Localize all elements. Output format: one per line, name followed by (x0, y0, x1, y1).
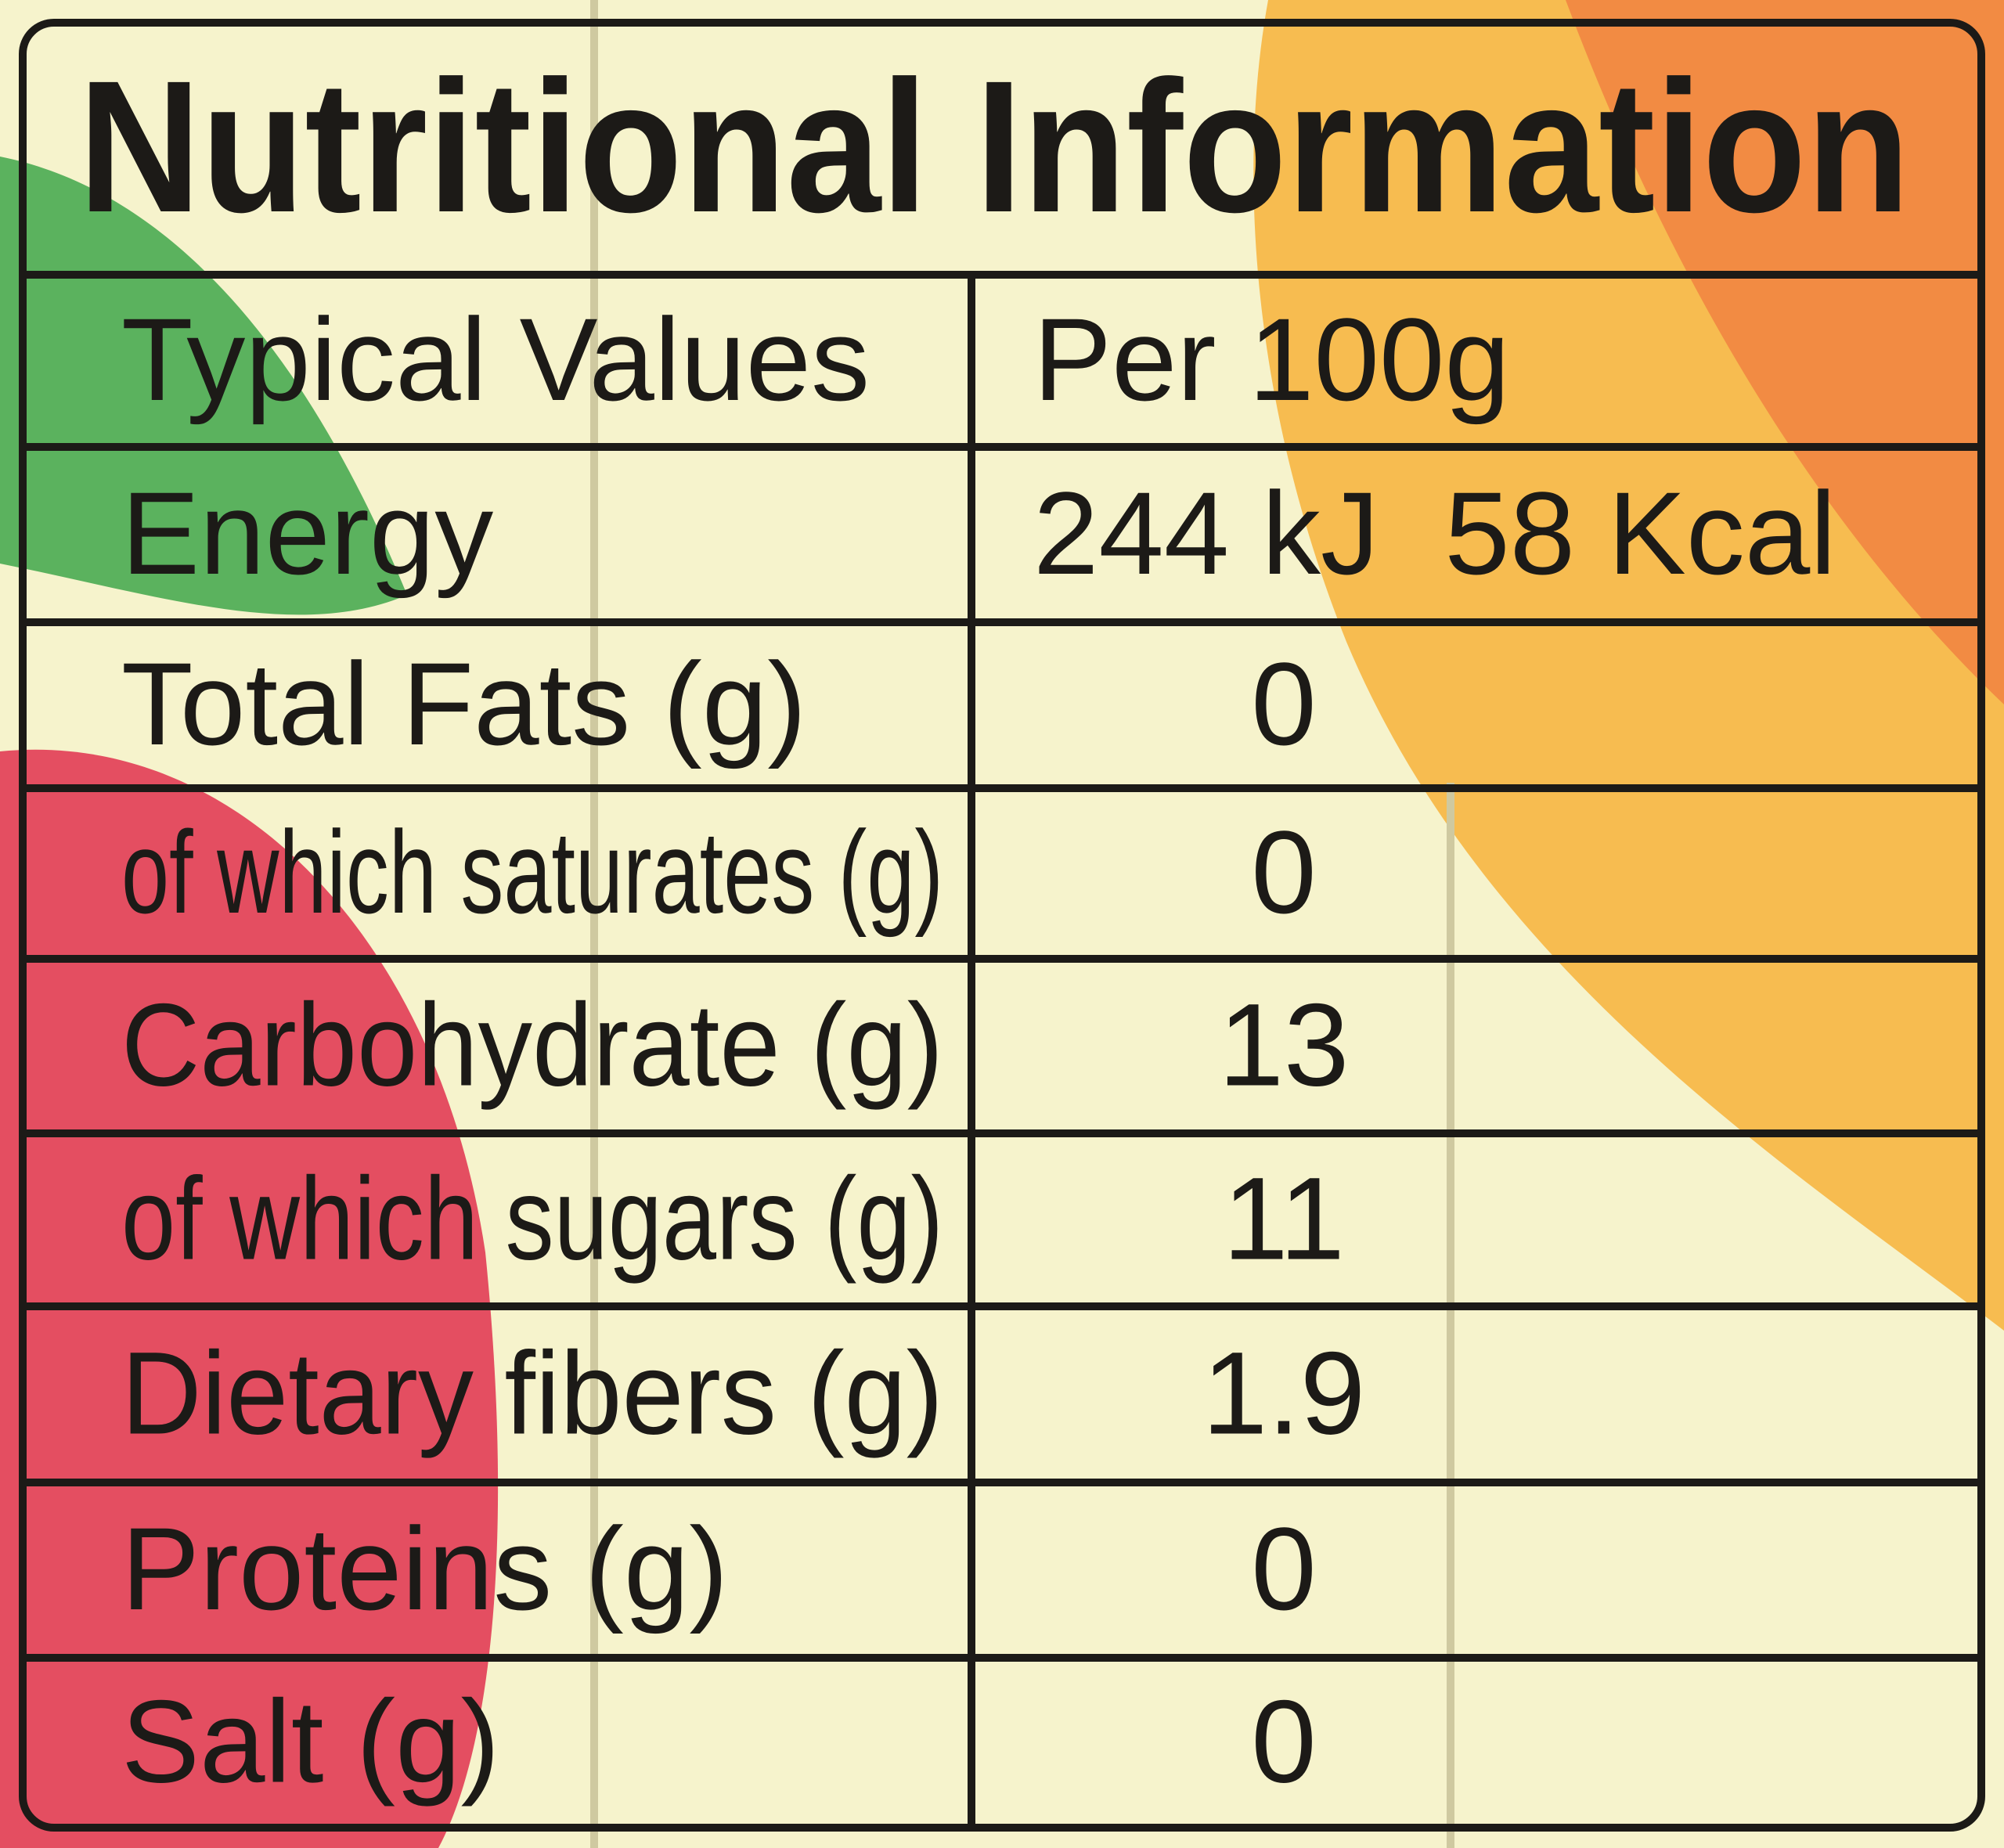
header-cell: Typical Values (121, 294, 870, 425)
table: Typical Values Per 100g Energy 244 kJ 58 Kc… (27, 271, 1977, 1828)
row-label: Salt (g) (121, 1676, 499, 1807)
row-value: 0 (1251, 1676, 1316, 1807)
row-label: Energy (121, 467, 493, 599)
title: Nutritional Information (78, 41, 1910, 251)
row-label: of which sugars (g) (121, 1153, 943, 1284)
apple (0, 749, 499, 1848)
row-label: Total Fats (g) (121, 638, 806, 769)
row-value: 1.9 (1202, 1327, 1366, 1459)
row-value: 13 (1219, 979, 1350, 1111)
row-value: 0 (1251, 1503, 1316, 1634)
label-border (19, 19, 1985, 1832)
row-value: 11 (1223, 1153, 1345, 1284)
row-label: of which saturates (g) (121, 806, 943, 938)
row-value: 244 kJ 58 Kcal (1033, 467, 1836, 599)
row-label: Dietary fibers (g) (121, 1327, 943, 1459)
row-label: Proteins (g) (121, 1503, 728, 1634)
row-label: Carbohydrate (g) (121, 979, 943, 1111)
header-cell: Per 100g (1033, 294, 1510, 425)
row-value: 0 (1251, 638, 1316, 769)
mango-blush (1566, 0, 2004, 704)
row-value: 0 (1251, 806, 1316, 938)
